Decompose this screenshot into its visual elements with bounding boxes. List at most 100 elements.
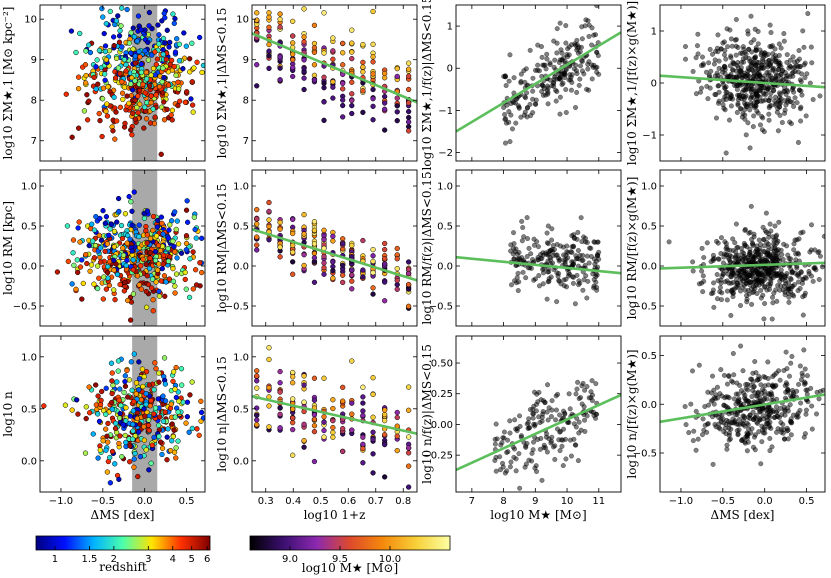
y-axis-label: log10 ΣM★,1/[f(z)×g(M★)] <box>625 1 639 165</box>
data-point <box>266 356 272 363</box>
data-point <box>772 415 778 421</box>
data-point <box>405 303 412 309</box>
data-point <box>682 44 688 50</box>
data-point <box>86 242 92 249</box>
data-point <box>718 46 724 52</box>
data-point <box>760 224 766 230</box>
y-tick-label: 0 <box>651 79 657 90</box>
data-point <box>762 374 768 380</box>
data-point <box>803 275 809 281</box>
data-point <box>531 403 537 409</box>
axes-frame <box>39 335 206 493</box>
data-point <box>290 415 296 421</box>
data-point <box>798 118 804 124</box>
data-point <box>99 388 105 395</box>
data-point <box>786 256 792 262</box>
data-point <box>562 410 568 416</box>
data-point <box>508 459 514 465</box>
data-point <box>159 445 166 451</box>
data-point <box>518 71 524 77</box>
data-point <box>301 39 307 45</box>
data-point <box>161 117 168 123</box>
data-point <box>776 219 782 225</box>
data-point <box>136 387 142 393</box>
y-tick-label: 1.0 <box>233 352 249 363</box>
data-point <box>592 261 598 267</box>
x-tick-label: 0.5 <box>313 496 329 507</box>
data-point <box>110 34 117 40</box>
data-point <box>171 449 178 455</box>
data-point <box>546 269 552 275</box>
data-point <box>730 236 736 242</box>
data-point <box>115 13 121 19</box>
data-point <box>710 373 716 379</box>
data-point <box>744 420 750 426</box>
data-point <box>530 88 536 94</box>
y-axis-label: log10 RM/[f(z)×g(M★)] <box>625 177 639 320</box>
data-point <box>773 404 779 410</box>
data-point <box>575 229 581 235</box>
data-point <box>809 426 815 432</box>
data-point <box>382 127 388 133</box>
data-point <box>104 241 111 247</box>
data-point <box>536 273 542 279</box>
data-point <box>382 279 388 285</box>
data-point <box>133 380 140 386</box>
data-point <box>137 87 143 94</box>
data-point <box>775 72 781 78</box>
data-point <box>167 254 173 260</box>
data-point <box>513 280 519 286</box>
data-point <box>552 74 558 80</box>
data-point <box>761 65 767 71</box>
data-point <box>129 222 135 228</box>
data-point <box>100 85 107 91</box>
y-tick-label: −0.5 <box>633 302 657 313</box>
data-point <box>768 73 774 79</box>
data-point <box>147 120 154 126</box>
data-point <box>160 90 166 96</box>
data-point <box>781 38 787 44</box>
data-point <box>803 407 809 413</box>
data-point <box>254 10 260 16</box>
data-point <box>182 99 189 105</box>
data-point <box>554 252 560 258</box>
data-point <box>557 448 563 454</box>
data-point <box>556 258 562 264</box>
x-tick-label: 0.6 <box>340 496 356 507</box>
data-point <box>558 77 564 83</box>
data-point <box>810 97 816 103</box>
data-point <box>591 32 597 38</box>
y-tick-label: 0.0 <box>641 400 657 411</box>
data-point <box>722 64 728 70</box>
data-point <box>301 252 307 258</box>
data-point <box>532 276 538 282</box>
data-point <box>743 102 749 108</box>
data-point <box>163 56 170 62</box>
data-point <box>563 110 569 116</box>
data-point <box>158 214 165 220</box>
data-point <box>513 456 519 462</box>
data-point <box>746 46 752 52</box>
y-tick-label: 1.0 <box>21 352 37 363</box>
data-point <box>174 255 180 261</box>
data-point <box>102 77 108 83</box>
data-point <box>156 288 162 295</box>
data-point <box>690 368 696 374</box>
data-point <box>763 258 769 264</box>
data-point <box>769 84 775 90</box>
data-point <box>100 14 106 20</box>
data-point <box>169 421 175 427</box>
data-point <box>198 409 205 416</box>
data-point <box>515 270 521 276</box>
data-point <box>559 443 565 449</box>
data-point <box>156 83 163 90</box>
data-point <box>760 413 766 419</box>
data-point <box>593 279 599 285</box>
data-point <box>734 428 740 434</box>
data-point <box>155 396 161 402</box>
data-point <box>340 114 346 120</box>
data-point <box>116 208 122 215</box>
data-point <box>756 237 762 243</box>
data-point <box>572 235 578 241</box>
